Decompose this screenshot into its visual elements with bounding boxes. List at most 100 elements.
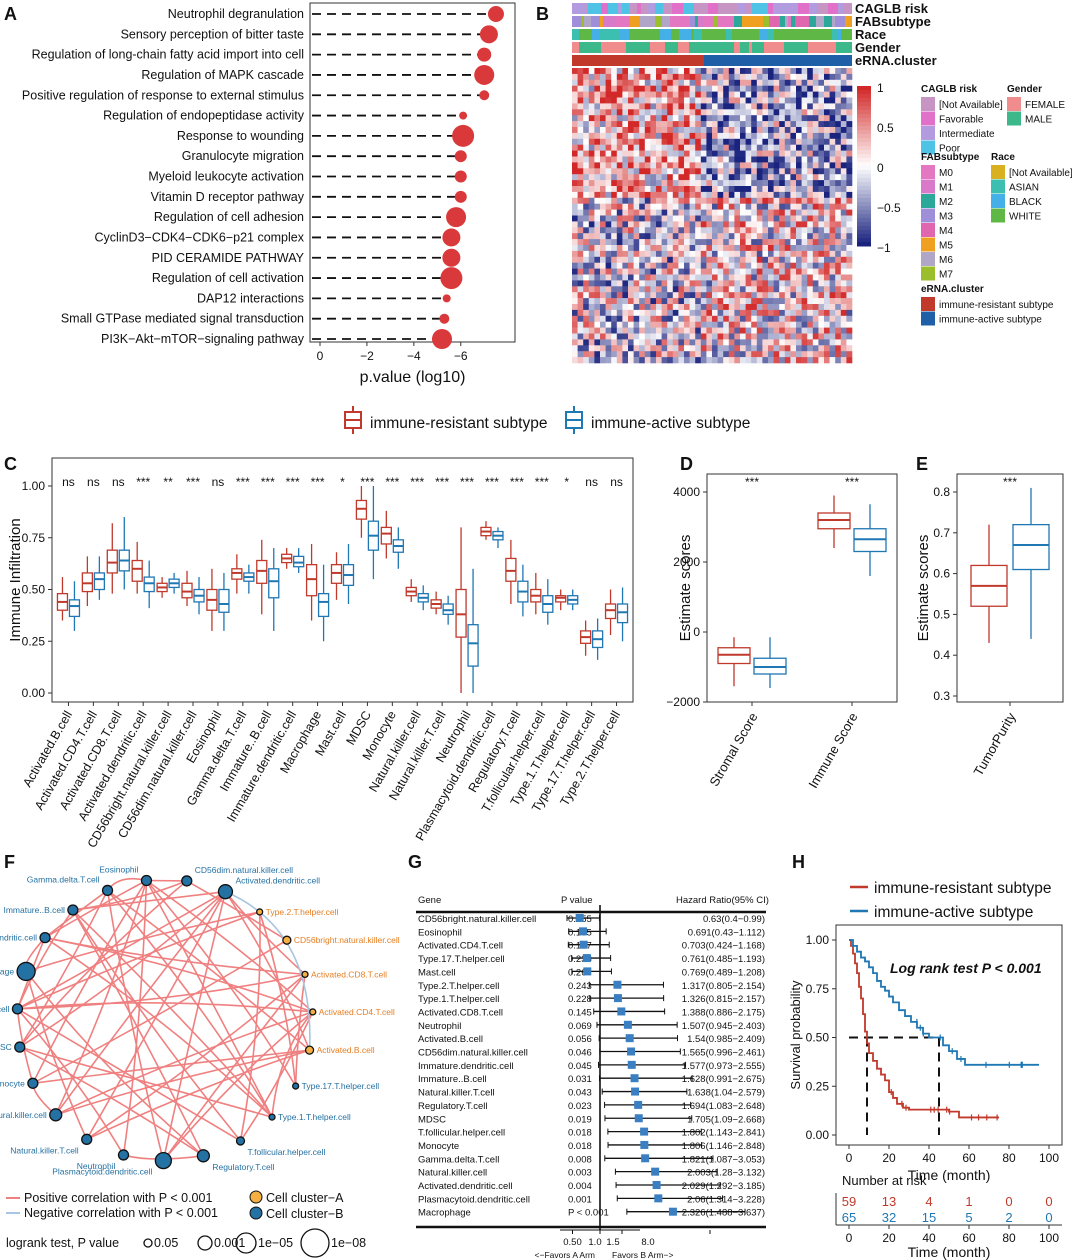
heatmap-cell <box>689 162 696 169</box>
heatmap-cell <box>812 115 819 122</box>
heatmap-cell <box>616 286 623 293</box>
heatmap-cell <box>583 73 590 81</box>
heatmap-cell <box>594 327 601 334</box>
heatmap-cell <box>728 339 735 346</box>
heatmap-cell <box>639 109 646 116</box>
hr-square <box>630 1074 639 1083</box>
heatmap-cell <box>628 262 634 269</box>
heatmap-cell <box>633 233 640 240</box>
heatmap-cell <box>644 215 651 222</box>
heatmap-cell <box>824 221 830 228</box>
heatmap-cell <box>605 109 612 116</box>
heatmap-cell <box>756 191 763 199</box>
row-pvalue: 0.056 <box>568 1034 592 1045</box>
positive-edge <box>32 880 148 1084</box>
y-tick-label: 0.6 <box>933 567 950 581</box>
heatmap-cell <box>835 168 842 175</box>
heatmap-cell <box>588 256 595 263</box>
heatmap-cell <box>762 315 769 322</box>
heatmap-cell <box>824 339 830 346</box>
heatmap-cell <box>796 298 802 305</box>
heatmap-cell <box>639 221 646 228</box>
heatmap-cell <box>796 292 802 299</box>
risk-title: Number at risk <box>842 1173 927 1188</box>
heatmap-cell <box>600 256 606 263</box>
heatmap-cell <box>628 79 634 86</box>
heatmap-cell <box>611 85 618 92</box>
heatmap-cell <box>712 68 718 75</box>
heatmap-cell <box>628 333 634 340</box>
heatmap-cell <box>846 168 853 175</box>
heatmap-cell <box>807 239 814 246</box>
heatmap-cell <box>840 73 847 81</box>
heatmap-cell <box>751 68 758 75</box>
heatmap-cell <box>751 162 758 169</box>
heatmap-cell <box>807 227 814 234</box>
heatmap-cell <box>840 132 847 140</box>
heatmap-cell <box>740 144 746 151</box>
heatmap-cell <box>650 333 657 340</box>
heatmap-cell <box>728 292 735 299</box>
annotation-segment <box>841 29 848 40</box>
heatmap-cell <box>784 339 791 346</box>
heatmap-cell <box>796 186 802 193</box>
positive-edge <box>17 1008 241 1142</box>
heatmap-cell <box>678 144 685 151</box>
color-scale-step <box>857 86 871 91</box>
heatmap-cell <box>667 274 674 281</box>
heatmap-cell <box>577 132 584 140</box>
heatmap-cell <box>807 127 814 134</box>
heatmap-cell <box>796 156 802 163</box>
heatmap-cell <box>829 85 836 92</box>
heatmap-cell <box>712 274 718 281</box>
heatmap-cell <box>616 245 623 252</box>
annotation-segment <box>581 16 584 27</box>
heatmap-cell <box>644 121 651 128</box>
heatmap-cell <box>846 150 853 157</box>
heatmap-cell <box>678 73 685 81</box>
heatmap-cell <box>611 327 618 334</box>
heatmap-cell <box>773 309 780 317</box>
heatmap-cell <box>689 227 696 234</box>
heatmap-cell <box>628 68 634 75</box>
heatmap-cell <box>684 68 690 75</box>
heatmap-cell <box>706 150 713 157</box>
heatmap-cell <box>728 203 735 210</box>
row-gene: Type.2.T.helper.cell <box>418 981 499 992</box>
heatmap-cell <box>796 233 802 240</box>
heatmap-cell <box>689 309 696 317</box>
heatmap-cell <box>656 150 662 157</box>
size-legend-label: 0.05 <box>154 1236 178 1250</box>
row-hr: 0.761(0.485−1.193) <box>682 954 765 965</box>
heatmap-cell <box>577 144 584 151</box>
heatmap-cell <box>695 209 702 216</box>
node-label: Mast.cell <box>0 1004 10 1014</box>
heatmap-cell <box>622 138 629 145</box>
heatmap-cell <box>706 103 713 110</box>
heatmap-cell <box>840 150 847 157</box>
heatmap-cell <box>661 209 668 216</box>
heatmap-cell <box>689 304 696 311</box>
y-tick-label: 0.75 <box>806 982 830 996</box>
heatmap-cell <box>801 85 808 92</box>
heatmap-cell <box>594 197 601 204</box>
heatmap-cell <box>639 79 646 86</box>
heatmap-cell <box>605 132 612 140</box>
box-body <box>317 592 330 618</box>
heatmap-cell <box>740 203 746 210</box>
heatmap-cell <box>572 262 578 269</box>
heatmap-cell <box>700 345 707 352</box>
significance-label: ns <box>112 475 125 489</box>
heatmap-cell <box>723 186 730 193</box>
heatmap-cell <box>712 245 718 252</box>
legend-item: ASIAN <box>1009 183 1039 194</box>
heatmap-cell <box>667 357 674 364</box>
heatmap-cell <box>773 109 780 116</box>
heatmap-cell <box>779 144 786 151</box>
heatmap-cell <box>594 345 601 352</box>
heatmap-cell <box>835 132 842 140</box>
annotation-segment <box>824 16 832 27</box>
heatmap-cell <box>616 233 623 240</box>
heatmap-cell <box>796 357 802 364</box>
heatmap-cell <box>611 68 618 75</box>
